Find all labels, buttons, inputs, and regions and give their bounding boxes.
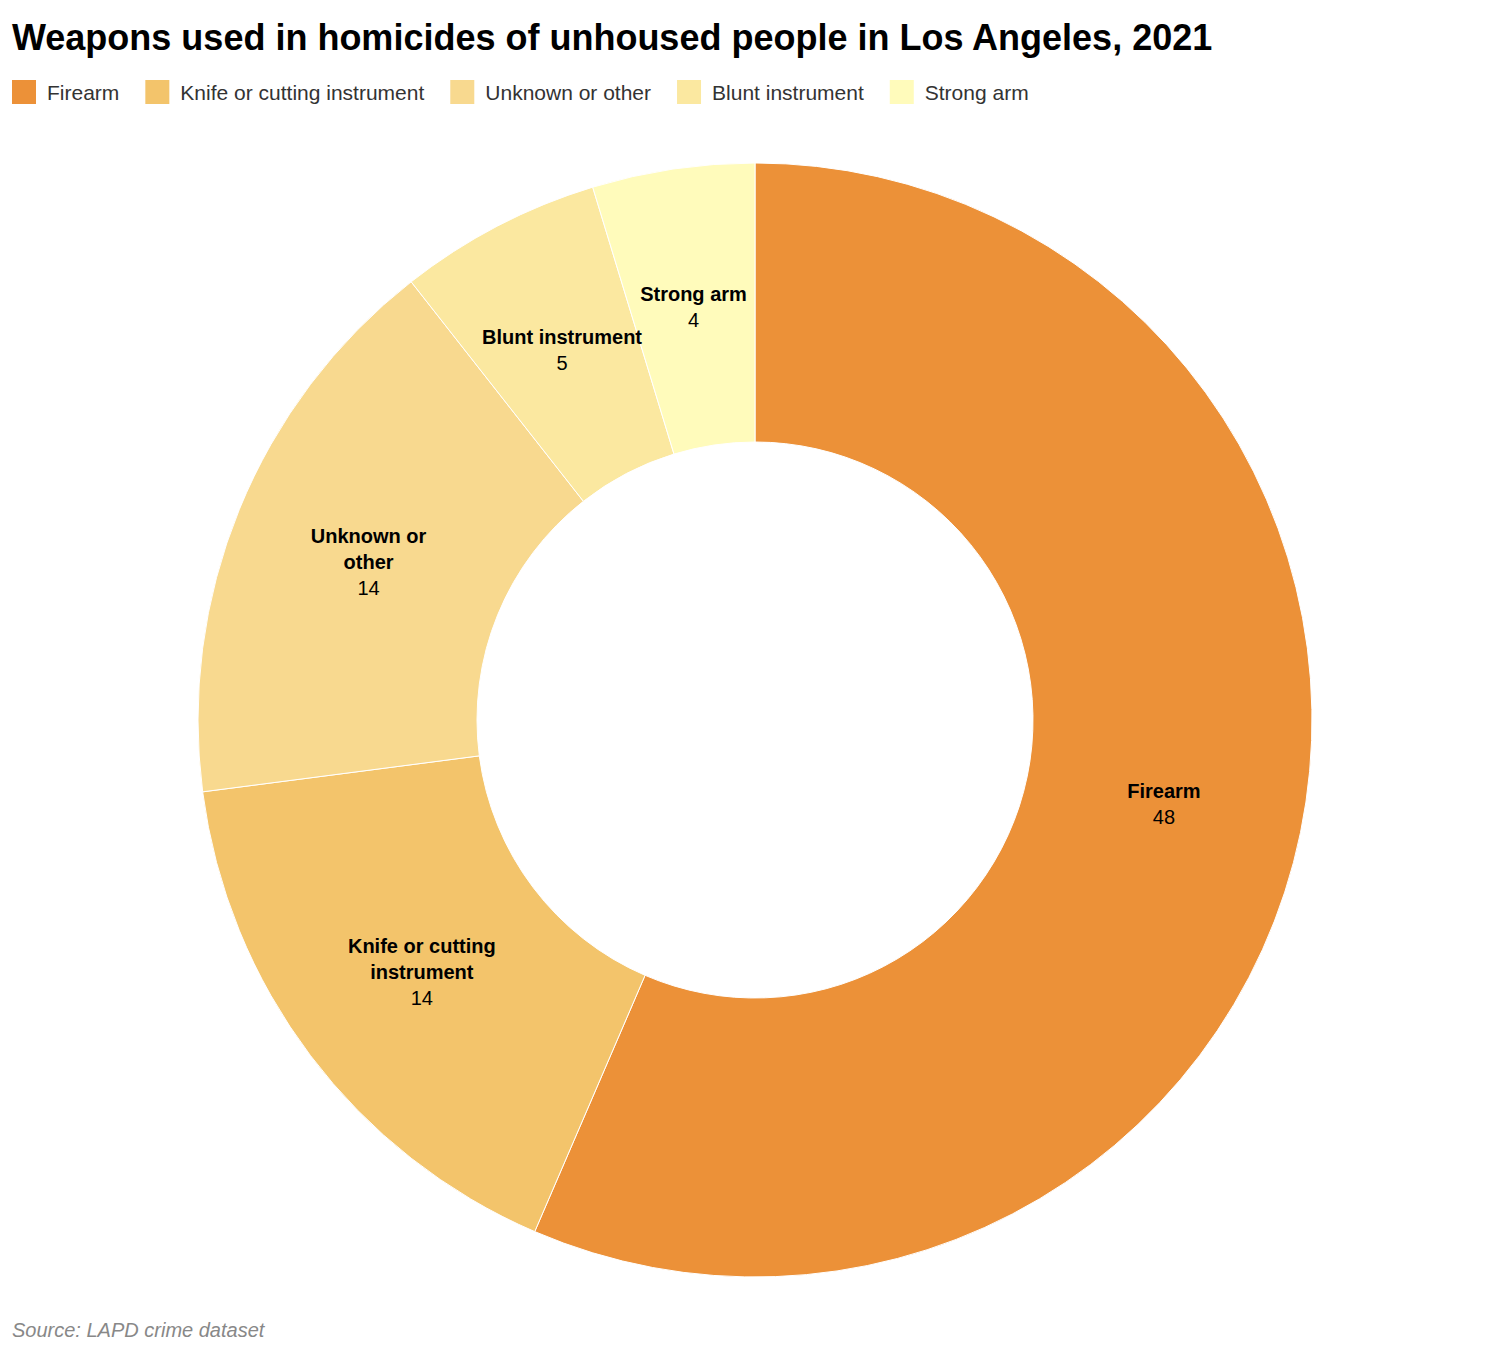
slice-label-line: other (344, 551, 394, 573)
slice (535, 163, 1312, 1277)
slice-label: Unknown or other (311, 525, 427, 573)
chart: Weapons used in homicides of unhoused pe… (0, 0, 1512, 1350)
value-label: 14 (357, 577, 379, 599)
slice (203, 756, 645, 1232)
labels: Firearm 48 Knife or cutting instrument 14 Unk… (311, 283, 1201, 1009)
slice (593, 163, 755, 454)
title: Weapons used in homicides of unhoused pe… (12, 17, 1212, 58)
slice-label-line: Unknown or (311, 525, 427, 547)
legend-label: Firearm (47, 81, 119, 104)
legend-swatch (145, 80, 169, 104)
source: Source: LAPD crime dataset (12, 1319, 266, 1341)
legend-swatch (890, 80, 914, 104)
slice-label-line: instrument (370, 961, 474, 983)
legend-label: Blunt instrument (712, 81, 864, 104)
slice-label: Firearm (1127, 780, 1200, 802)
value-label: 14 (411, 987, 433, 1009)
value-label: 4 (688, 309, 699, 331)
slice-label-line: Firearm (1127, 780, 1200, 802)
slice-label: Strong arm (640, 283, 747, 305)
slices (198, 163, 1312, 1277)
value-label: 48 (1153, 806, 1175, 828)
slice-label-line: Strong arm (640, 283, 747, 305)
legend-label: Strong arm (925, 81, 1029, 104)
legend-swatch (12, 80, 36, 104)
legend-swatch (450, 80, 474, 104)
legend-label: Unknown or other (485, 81, 651, 104)
slice-label-line: Blunt instrument (482, 326, 642, 348)
legend-swatch (677, 80, 701, 104)
slice-label-line: Knife or cutting (348, 935, 496, 957)
slice-label: Knife or cutting instrument (348, 935, 496, 983)
value-label: 5 (556, 352, 567, 374)
legend-label: Knife or cutting instrument (180, 81, 424, 104)
slice-label: Blunt instrument (482, 326, 642, 348)
